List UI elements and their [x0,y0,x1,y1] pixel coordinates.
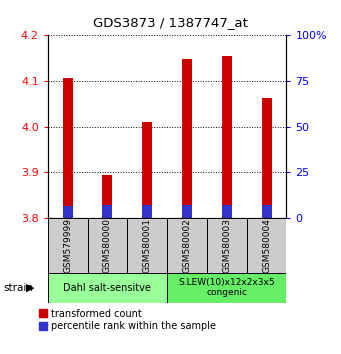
FancyBboxPatch shape [167,273,286,303]
Bar [182,59,192,218]
FancyBboxPatch shape [167,218,207,273]
Bar [262,205,271,218]
Bar [63,78,73,218]
Legend: transformed count, percentile rank within the sample: transformed count, percentile rank withi… [39,309,216,331]
Text: GSM580003: GSM580003 [222,218,231,273]
Bar [102,205,113,218]
Text: GSM579999: GSM579999 [63,218,72,273]
Text: strain: strain [3,282,33,293]
FancyBboxPatch shape [247,218,286,273]
Text: S.LEW(10)x12x2x3x5
congenic: S.LEW(10)x12x2x3x5 congenic [178,278,275,297]
Bar [222,205,232,218]
Bar [142,122,152,218]
FancyBboxPatch shape [207,218,247,273]
Bar [182,205,192,218]
Text: ▶: ▶ [26,282,34,293]
FancyBboxPatch shape [127,218,167,273]
Text: GSM580000: GSM580000 [103,218,112,273]
Text: GSM580002: GSM580002 [182,218,192,273]
Bar [262,98,271,218]
FancyBboxPatch shape [48,273,167,303]
Text: GSM580001: GSM580001 [143,218,152,273]
Text: GDS3873 / 1387747_at: GDS3873 / 1387747_at [93,16,248,29]
Text: Dahl salt-sensitve: Dahl salt-sensitve [63,282,151,293]
FancyBboxPatch shape [48,218,88,273]
Bar [222,56,232,218]
Bar [63,206,73,218]
Text: GSM580004: GSM580004 [262,218,271,273]
Bar [142,205,152,218]
Bar [102,175,113,218]
FancyBboxPatch shape [88,218,127,273]
